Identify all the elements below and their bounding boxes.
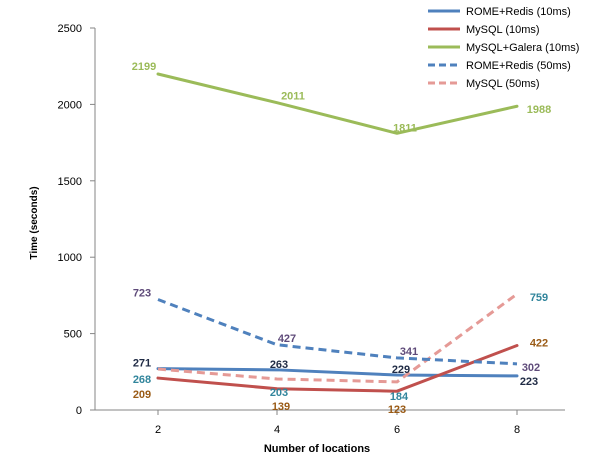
legend-label: ROME+Redis (10ms) [466,6,571,18]
x-tick-label: 2 [155,424,161,436]
data-label: 229 [392,364,410,376]
series-lines [156,72,519,393]
data-label: 2199 [132,61,156,73]
y-tick-label: 0 [76,405,82,417]
series-line-1 [156,344,519,393]
data-label: 1988 [527,104,551,116]
data-label: 209 [133,389,151,401]
legend-label: ROME+Redis (50ms) [466,60,571,72]
data-label: 723 [133,288,151,300]
series-line-2 [156,72,519,135]
legend-label: MySQL (50ms) [466,78,540,90]
data-label: 427 [278,333,296,345]
axes: 0 500 1000 1500 2000 2500 2 4 6 8 [58,23,565,436]
data-label: 341 [400,346,418,358]
y-tick-label: 500 [64,329,82,341]
y-tick-label: 2500 [58,23,82,35]
x-axis-title: Number of locations [264,443,370,455]
series-line-4 [157,292,518,384]
legend-item: ROME+Redis (50ms) [428,60,571,72]
legend-item: MySQL (10ms) [428,24,540,36]
data-label: 268 [133,374,151,386]
y-tick-label: 2000 [58,99,82,111]
data-label: 223 [520,376,538,388]
data-label: 123 [388,404,406,416]
x-tick-label: 4 [274,424,280,436]
x-tick-label: 6 [394,424,400,436]
legend-label: MySQL+Galera (10ms) [466,42,579,54]
data-label: 1811 [393,122,417,134]
data-labels: 271 263 229 223 209 139 123 422 2199 2011 1811 1988… [132,61,551,416]
data-label: 184 [390,391,409,403]
data-label: 203 [270,387,288,399]
data-label: 263 [270,359,288,371]
legend: ROME+Redis (10ms) MySQL (10ms) MySQL+Galer… [428,6,579,90]
x-tick-label: 8 [514,424,520,436]
series-line-3 [157,298,518,366]
legend-label: MySQL (10ms) [466,24,540,36]
y-tick-label: 1500 [58,176,82,188]
series-line-0 [156,367,519,378]
data-label: 302 [522,362,540,374]
data-label: 2011 [281,91,305,103]
data-label: 271 [133,358,151,370]
y-tick-label: 1000 [58,252,82,264]
data-label: 759 [530,292,548,304]
data-label: 422 [530,338,548,350]
legend-item: MySQL+Galera (10ms) [428,42,579,54]
y-axis-title: Time (seconds) [29,186,40,259]
data-label: 139 [272,401,290,413]
legend-item: MySQL (50ms) [428,78,540,90]
legend-item: ROME+Redis (10ms) [428,6,571,18]
